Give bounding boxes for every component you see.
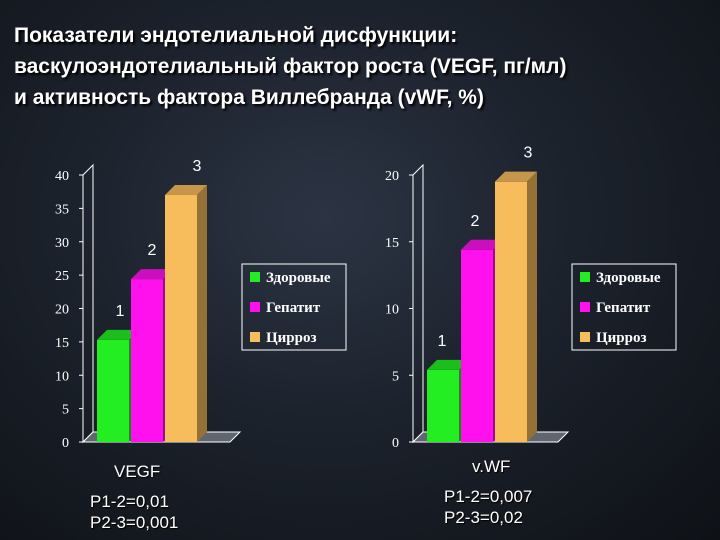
vegf-caption: VEGF P1-2=0,01 P2-3=0,001: [90, 461, 178, 533]
vegf-legend-swatch-3: [250, 332, 260, 342]
vegf-ytick-label: 0: [62, 436, 69, 451]
vegf-ytick-label: 30: [55, 236, 69, 251]
vegf-ytick-label: 5: [62, 403, 69, 418]
vegf-bar-label-1: 1: [116, 303, 125, 320]
vegf-ytick-label: 35: [55, 202, 69, 217]
title-line-3: и активность фактора Виллебранда (vWF, %…: [14, 86, 484, 109]
vegf-legend: Здоровые Гепатит Цирроз: [241, 263, 347, 351]
vwf-ytick-label: 15: [385, 236, 399, 251]
title-line-2: васкулоэндотелиальный фактор роста (VEGF…: [14, 55, 567, 78]
vegf-ytick-label: 10: [55, 369, 69, 384]
vwf-caption: v.WF P1-2=0,007 P2-3=0,02: [444, 456, 532, 528]
vegf-legend-label-2: Гепатит: [266, 300, 321, 316]
vegf-legend-swatch-2: [250, 302, 260, 312]
vegf-legend-swatch-1: [250, 272, 260, 282]
vwf-p12: P1-2=0,007: [444, 487, 533, 506]
vegf-ytick-label: 40: [55, 169, 69, 184]
vegf-bar-3: [165, 185, 207, 442]
vwf-legend-swatch-3: [580, 332, 590, 342]
vwf-legend: Здоровые Гепатит Цирроз: [571, 263, 677, 351]
title-line-1: Показатели эндотелиальной дисфункции:: [14, 24, 458, 47]
vegf-bar-label-3: 3: [193, 158, 202, 175]
vwf-ytick-label: 10: [385, 303, 399, 318]
vegf-ytick-label: 15: [55, 336, 69, 351]
vegf-p23: P2-3=0,001: [90, 513, 179, 532]
vegf-legend-label-1: Здоровые: [266, 270, 331, 286]
vwf-ytick-label: 0: [392, 436, 399, 451]
vwf-bar-label-3: 3: [524, 145, 533, 162]
vwf-bar-3: [495, 171, 537, 443]
vwf-ytick-label: 20: [385, 169, 399, 184]
vegf-caption-title: VEGF: [114, 462, 161, 481]
vwf-caption-title: v.WF: [472, 457, 511, 476]
vwf-ytick-label: 5: [392, 369, 399, 384]
vwf-legend-swatch-1: [580, 272, 590, 282]
vegf-ytick-label: 20: [55, 303, 69, 318]
vwf-p23: P2-3=0,02: [444, 508, 523, 527]
vegf-p12: P1-2=0,01: [90, 492, 169, 511]
vwf-legend-label-2: Гепатит: [596, 300, 651, 316]
vwf-legend-label-3: Цирроз: [596, 330, 647, 346]
vegf-legend-label-3: Цирроз: [266, 330, 317, 346]
slide-title: Показатели эндотелиальной дисфункции: ва…: [14, 20, 714, 113]
vwf-legend-swatch-2: [580, 302, 590, 312]
vegf-ytick-label: 25: [55, 269, 69, 284]
vwf-bar-label-1: 1: [438, 333, 447, 350]
vegf-bar-label-2: 2: [148, 242, 157, 259]
vwf-legend-label-1: Здоровые: [596, 270, 661, 286]
vegf-chart: 0 5 10 15 20 25 30 35 40 1 2 3 Здоровые Гепатит Цирроз: [55, 158, 347, 451]
vwf-back-wall: [412, 163, 424, 444]
vwf-bar-label-2: 2: [471, 213, 480, 230]
